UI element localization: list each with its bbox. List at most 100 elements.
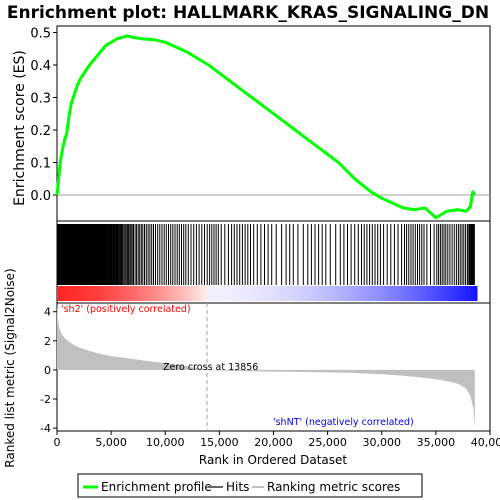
zero-cross-label: Zero cross at 13856 <box>163 362 258 373</box>
color-bar-segment <box>246 286 250 301</box>
color-bar-segment <box>267 286 271 301</box>
es-y-axis-label: Enrichment score (ES) <box>12 50 28 206</box>
color-bar-segment <box>120 286 124 301</box>
legend-enrichment-label: Enrichment profile <box>101 480 212 494</box>
color-bar-segment <box>342 286 346 301</box>
color-bar-segment <box>411 286 415 301</box>
color-bar-segment <box>135 286 139 301</box>
color-bar-segment <box>345 286 349 301</box>
color-bar-segment <box>459 286 463 301</box>
color-bar-segment <box>396 286 400 301</box>
color-bar-segment <box>429 286 433 301</box>
color-bar-segment <box>174 286 178 301</box>
color-bar-segment <box>99 286 103 301</box>
color-bar-segment <box>363 286 367 301</box>
color-bar-segment <box>126 286 130 301</box>
color-bar-segment <box>423 286 427 301</box>
color-bar-segment <box>177 286 181 301</box>
x-tick-label: 35,000 <box>417 436 456 449</box>
color-bar-segment <box>159 286 163 301</box>
color-bar-segment <box>339 286 343 301</box>
color-bar-segment <box>453 286 457 301</box>
metric-panel: -4 -2 0 2 4 'sh2' (positively correlated) Ze… <box>3 268 491 468</box>
chart-title: Enrichment plot: HALLMARK_KRAS_SIGNALING… <box>7 3 489 23</box>
color-bar-segment <box>264 286 268 301</box>
color-bar-segment <box>141 286 145 301</box>
color-bar-segment <box>309 286 313 301</box>
color-bar-segment <box>216 286 220 301</box>
color-bar-segment <box>93 286 97 301</box>
color-bar-segment <box>378 286 382 301</box>
color-bar-segment <box>315 286 319 301</box>
color-bar-segment <box>69 286 73 301</box>
ranked-color-bar <box>57 286 478 301</box>
color-bar-segment <box>165 286 169 301</box>
color-bar-segment <box>78 286 82 301</box>
legend: Enrichment profile Hits Ranking metric s… <box>77 473 423 498</box>
es-y-tick-label: 0.5 <box>30 27 51 42</box>
color-bar-segment <box>273 286 277 301</box>
color-bar-segment <box>261 286 265 301</box>
color-bar-segment <box>402 286 406 301</box>
negative-correlation-label: 'shNT' (negatively correlated) <box>273 417 414 428</box>
color-bar-segment <box>321 286 325 301</box>
x-axis-ticks: 0 5,000 10,000 15,000 20,000 25,000 30,000 35,0… <box>54 431 500 449</box>
ranking-metric-area <box>57 304 475 429</box>
color-bar-segment <box>63 286 67 301</box>
color-bar-segment <box>87 286 91 301</box>
color-bar-segment <box>351 286 355 301</box>
color-bar-segment <box>90 286 94 301</box>
color-bar-segment <box>189 286 193 301</box>
x-tick-label: 10,000 <box>146 436 185 449</box>
color-bar-segment <box>420 286 424 301</box>
color-bar-segment <box>156 286 160 301</box>
metric-y-tick-label: -4 <box>40 422 51 435</box>
color-bar-segment <box>306 286 310 301</box>
color-bar-segment <box>330 286 334 301</box>
metric-y-tick-label: -2 <box>40 393 51 406</box>
es-y-ticks: 0.0 0.1 0.2 0.3 0.4 0.5 <box>30 27 57 204</box>
color-bar-segment <box>150 286 154 301</box>
color-bar-segment <box>105 286 109 301</box>
color-bar-segment <box>255 286 259 301</box>
color-bar-segment <box>129 286 133 301</box>
color-bar-segment <box>408 286 412 301</box>
color-bar-segment <box>144 286 148 301</box>
es-panel-frame <box>56 25 491 222</box>
color-bar-segment <box>324 286 328 301</box>
color-bar-segment <box>390 286 394 301</box>
color-bar-segment <box>192 286 196 301</box>
color-bar-segment <box>417 286 421 301</box>
color-bar-segment <box>108 286 112 301</box>
color-bar-segment <box>426 286 430 301</box>
color-bar-segment <box>204 286 208 301</box>
es-panel: 0.0 0.1 0.2 0.3 0.4 0.5 Enrichment score (ES) <box>12 25 491 222</box>
color-bar-segment <box>414 286 418 301</box>
color-bar-segment <box>372 286 376 301</box>
color-bar-segment <box>168 286 172 301</box>
color-bar-segment <box>96 286 100 301</box>
color-bar-segment <box>117 286 121 301</box>
color-bar-segment <box>72 286 76 301</box>
enrichment-profile-line <box>55 34 477 220</box>
color-bar-segment <box>441 286 445 301</box>
color-bar-segment <box>393 286 397 301</box>
color-bar-segment <box>435 286 439 301</box>
color-bar-segment <box>234 286 238 301</box>
color-bar-segment <box>384 286 388 301</box>
color-bar-segment <box>354 286 358 301</box>
color-bar-segment <box>60 286 64 301</box>
color-bar-segment <box>237 286 241 301</box>
color-bar-segment <box>279 286 283 301</box>
color-bar-segment <box>303 286 307 301</box>
color-bar-segment <box>360 286 364 301</box>
color-bar-segment <box>375 286 379 301</box>
color-bar-segment <box>297 286 301 301</box>
color-bar-segment <box>213 286 217 301</box>
color-bar-segment <box>348 286 352 301</box>
x-tick-label: 40,000 <box>471 436 500 449</box>
color-bar-segment <box>81 286 85 301</box>
color-bar-segment <box>312 286 316 301</box>
color-bar-segment <box>210 286 214 301</box>
color-bar-segment <box>336 286 340 301</box>
